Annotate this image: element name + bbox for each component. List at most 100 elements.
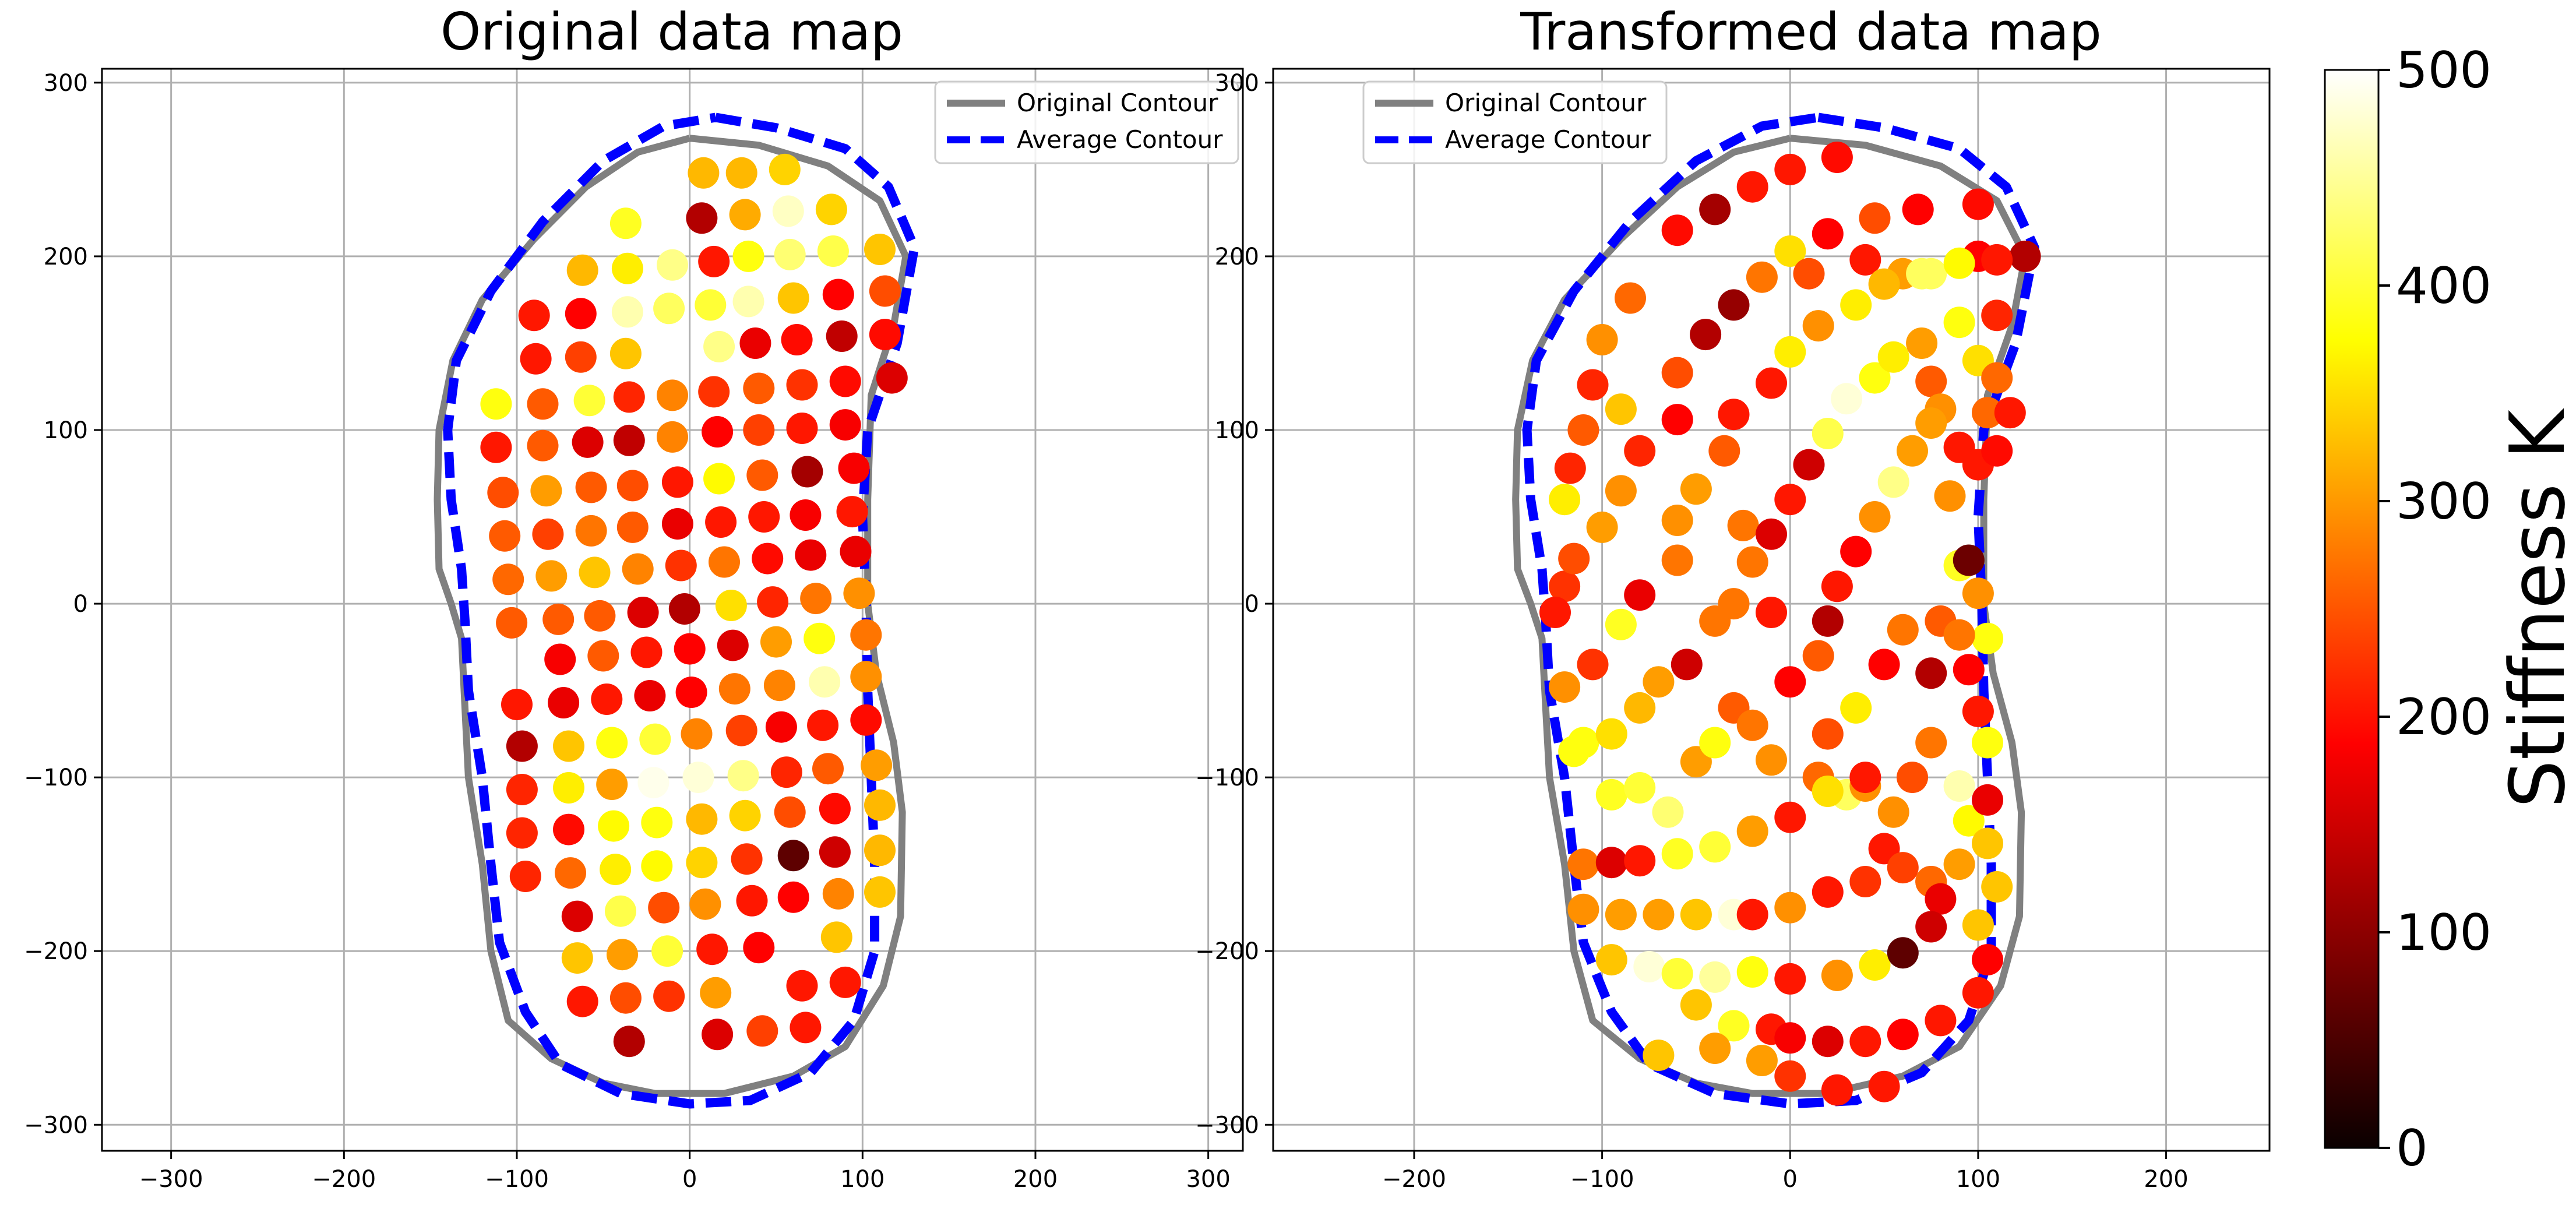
x-tick-label: −200 xyxy=(312,1166,376,1193)
data-point xyxy=(489,520,521,552)
data-point xyxy=(1652,796,1684,828)
data-point xyxy=(1558,735,1590,767)
data-point xyxy=(542,603,575,635)
data-point xyxy=(795,539,827,571)
data-point xyxy=(864,789,896,821)
data-point xyxy=(668,593,700,625)
data-point xyxy=(1877,341,1909,373)
data-point xyxy=(1812,776,1844,807)
data-point xyxy=(518,300,550,332)
y-tick-label: −100 xyxy=(24,764,88,791)
data-point xyxy=(1756,597,1787,628)
data-point xyxy=(1746,1045,1778,1076)
data-point xyxy=(752,542,784,575)
x-tick-label: 300 xyxy=(1186,1166,1230,1193)
data-point xyxy=(1812,1026,1844,1058)
x-tick-label: 100 xyxy=(1956,1166,2000,1193)
data-point xyxy=(1605,393,1637,425)
data-point xyxy=(1877,796,1909,828)
data-point xyxy=(819,792,851,825)
data-point xyxy=(1567,414,1599,446)
data-point xyxy=(1736,899,1768,931)
data-point xyxy=(1868,649,1900,681)
data-point xyxy=(674,633,706,665)
data-point xyxy=(869,319,901,351)
data-point xyxy=(641,806,673,838)
data-point xyxy=(487,477,519,509)
data-point xyxy=(648,892,680,924)
data-point xyxy=(1661,958,1693,989)
data-point xyxy=(1840,692,1872,724)
data-point xyxy=(702,1019,734,1051)
data-point xyxy=(1774,336,1806,368)
data-point xyxy=(769,153,801,185)
data-point xyxy=(829,966,861,998)
data-point xyxy=(1981,871,2013,903)
data-point xyxy=(1756,744,1787,776)
data-point xyxy=(2009,240,2041,272)
data-point xyxy=(639,723,671,755)
data-point xyxy=(611,296,643,328)
transformed-data-map-panel: Transformed data map −200 −100 0 100 200 −300… xyxy=(1195,2,2271,1193)
data-point xyxy=(553,772,584,804)
data-point xyxy=(584,600,616,632)
data-point xyxy=(819,836,851,868)
data-point xyxy=(1605,475,1637,507)
y-tick-label: 100 xyxy=(1215,417,1259,444)
data-point xyxy=(630,636,662,668)
data-point xyxy=(1840,289,1872,321)
data-point xyxy=(657,379,688,411)
x-tick-label: 0 xyxy=(1783,1166,1798,1193)
data-point xyxy=(1718,588,1750,620)
data-point xyxy=(1897,435,1928,467)
data-point xyxy=(876,362,908,394)
contour-lines xyxy=(434,112,919,1109)
data-point xyxy=(1736,956,1768,988)
data-point xyxy=(1859,362,1891,394)
data-point xyxy=(702,416,734,448)
data-point xyxy=(637,767,669,799)
data-point xyxy=(1849,244,1881,276)
data-point xyxy=(587,640,619,672)
data-point xyxy=(1972,827,2003,859)
data-point xyxy=(665,549,697,582)
data-point xyxy=(743,932,775,964)
data-point xyxy=(613,1026,645,1058)
data-point xyxy=(1595,718,1627,750)
colorbar-tick-label: 100 xyxy=(2396,904,2492,962)
data-point xyxy=(1595,944,1627,976)
data-point xyxy=(815,193,847,226)
data-point xyxy=(1934,480,1966,512)
y-tick-label: −300 xyxy=(24,1112,88,1139)
data-point xyxy=(1586,511,1618,543)
data-point xyxy=(1595,778,1627,811)
data-point xyxy=(480,431,512,463)
data-point xyxy=(705,506,737,538)
chart-title: Transformed data map xyxy=(1520,2,2101,62)
data-point xyxy=(1756,518,1787,550)
colorbar-tick-label: 500 xyxy=(2396,41,2492,100)
data-point xyxy=(573,385,605,417)
data-point xyxy=(596,769,628,801)
data-point xyxy=(850,619,882,651)
legend-box xyxy=(934,80,1239,164)
data-point xyxy=(709,546,740,578)
data-point xyxy=(1577,369,1609,401)
data-point xyxy=(1994,397,2026,429)
data-point xyxy=(1981,362,2013,394)
legend-average-label: Average Contour xyxy=(1445,125,1651,154)
data-point xyxy=(695,289,727,321)
data-point xyxy=(861,749,893,781)
data-point xyxy=(1906,258,1938,290)
data-point xyxy=(501,689,533,720)
data-point xyxy=(1812,876,1844,908)
data-point xyxy=(1643,1040,1675,1072)
data-point xyxy=(1953,654,1985,686)
data-point xyxy=(1774,484,1806,516)
data-point xyxy=(790,499,822,531)
data-point xyxy=(1943,770,1975,802)
data-point xyxy=(1736,546,1768,578)
data-point xyxy=(1981,300,2013,332)
data-point xyxy=(822,878,854,910)
